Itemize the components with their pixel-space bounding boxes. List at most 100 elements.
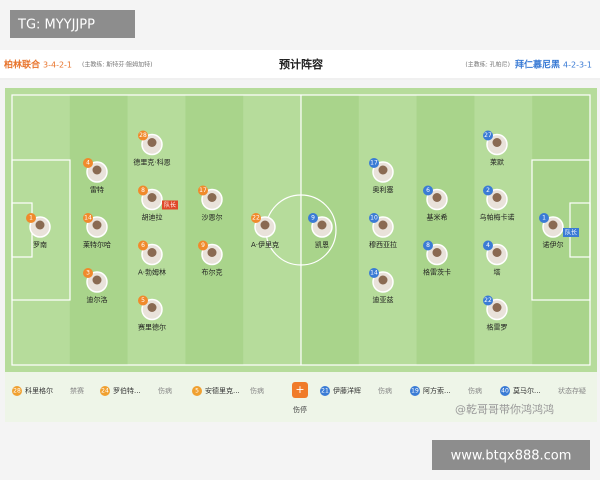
player-number: 5 bbox=[141, 297, 145, 304]
player-name: 布尔克 bbox=[202, 268, 223, 277]
number-badge bbox=[423, 240, 433, 251]
absence-name: 莫马尔... bbox=[513, 386, 541, 395]
absence-number: 5 bbox=[195, 388, 199, 395]
player-name: 莱默 bbox=[490, 158, 504, 167]
stripe bbox=[185, 95, 244, 365]
number-badge bbox=[138, 295, 148, 306]
absence-number: 21 bbox=[321, 388, 329, 395]
absence-status: 伤病 bbox=[378, 386, 392, 395]
absence-number: 19 bbox=[411, 388, 419, 395]
player-head bbox=[147, 303, 157, 312]
number-badge bbox=[83, 268, 93, 278]
away-name: 拜仁慕尼黑 bbox=[515, 59, 560, 71]
absence-badge bbox=[320, 386, 330, 396]
player-name: 沙恩尔 bbox=[202, 213, 223, 222]
number-badge bbox=[26, 213, 36, 223]
absence-icon bbox=[292, 382, 308, 398]
player-head bbox=[92, 165, 102, 175]
player-name: 胡迪拉 bbox=[142, 213, 163, 222]
player-head bbox=[207, 248, 217, 257]
pitch bbox=[5, 88, 597, 372]
number-badge bbox=[198, 185, 208, 196]
player-name: 赛里德尔 bbox=[138, 323, 166, 332]
player-head bbox=[92, 275, 102, 285]
player-name: 德里克·科恩 bbox=[133, 158, 170, 167]
player-number: 22 bbox=[252, 215, 260, 222]
absence-badge bbox=[410, 386, 420, 396]
captain-text: 队长 bbox=[565, 229, 577, 237]
player-name: 莱特尔哈 bbox=[83, 240, 111, 249]
number-badge bbox=[539, 213, 549, 223]
player-head bbox=[492, 193, 502, 202]
absence-name: 阿方索... bbox=[423, 386, 451, 395]
player-head bbox=[492, 138, 502, 147]
absence-badge bbox=[12, 386, 22, 396]
number-badge bbox=[369, 213, 379, 223]
number-badge bbox=[138, 130, 148, 141]
player-number: 4 bbox=[486, 242, 490, 249]
player-head bbox=[35, 220, 45, 230]
player-number: 1 bbox=[542, 215, 546, 222]
player-head bbox=[92, 220, 102, 230]
absence-status: 伤病 bbox=[158, 386, 172, 395]
player-number: 3 bbox=[86, 270, 90, 277]
number-badge bbox=[369, 158, 379, 168]
player-head bbox=[147, 193, 157, 202]
player-head bbox=[492, 303, 502, 312]
title: 预计阵容 bbox=[279, 57, 323, 71]
absence-number: 24 bbox=[101, 388, 109, 395]
player-name: A·勃姆林 bbox=[138, 268, 166, 277]
number-badge bbox=[483, 130, 493, 141]
player-head bbox=[378, 220, 388, 230]
player-name: 穆西亚拉 bbox=[369, 240, 397, 249]
number-badge bbox=[83, 158, 93, 168]
player-head bbox=[378, 165, 388, 175]
absence-status: 伤病 bbox=[468, 386, 482, 395]
player-number: 8 bbox=[141, 187, 145, 194]
player-number: 17 bbox=[199, 187, 207, 194]
captain-text: 队长 bbox=[164, 201, 176, 209]
away-coach: (主教练: 孔帕尼) bbox=[465, 61, 510, 69]
number-badge bbox=[369, 268, 379, 278]
icon-cross: + bbox=[295, 383, 304, 396]
player-number: 4 bbox=[86, 160, 90, 167]
player-name: 塔 bbox=[494, 268, 501, 277]
player-number: 10 bbox=[370, 215, 378, 222]
player-name: 罗南 bbox=[33, 240, 47, 249]
absence-status: 禁赛 bbox=[70, 386, 84, 395]
home-formation: 3-4-2-1 bbox=[43, 61, 72, 70]
player-head bbox=[548, 220, 558, 230]
away-formation: 4-2-3-1 bbox=[563, 61, 592, 70]
site-box bbox=[432, 440, 590, 470]
player-name: 诺伊尔 bbox=[543, 240, 564, 249]
player-head bbox=[432, 193, 442, 202]
player-name: 雷特 bbox=[90, 185, 104, 194]
player-name: 基米希 bbox=[427, 213, 448, 222]
player-head bbox=[317, 220, 327, 230]
player-number: 1 bbox=[29, 215, 33, 222]
player-head bbox=[147, 248, 157, 257]
number-badge bbox=[423, 185, 433, 196]
number-badge bbox=[308, 213, 318, 223]
player-name: 格雷罗 bbox=[487, 323, 508, 332]
player-head bbox=[432, 248, 442, 257]
player-head bbox=[147, 138, 157, 147]
player-number: 2 bbox=[486, 187, 490, 194]
absence-status: 伤病 bbox=[250, 386, 264, 395]
player-head bbox=[260, 220, 270, 230]
tag-text: TG: MYYJJPP bbox=[17, 18, 95, 33]
captain-tag bbox=[162, 200, 178, 210]
number-badge bbox=[483, 295, 493, 306]
player-head bbox=[378, 275, 388, 285]
player-number: 14 bbox=[370, 270, 378, 277]
player-name: A·伊里克 bbox=[251, 240, 279, 249]
player-name: 凯恩 bbox=[315, 240, 329, 249]
absence-badge bbox=[500, 386, 510, 396]
watermark: @乾哥哥带你鸿鸿鸿 bbox=[455, 402, 554, 416]
absence-badge bbox=[100, 386, 110, 396]
absence-number: 40 bbox=[501, 388, 509, 395]
player-name: 格雷茨卡 bbox=[423, 268, 451, 277]
number-badge bbox=[198, 240, 208, 251]
